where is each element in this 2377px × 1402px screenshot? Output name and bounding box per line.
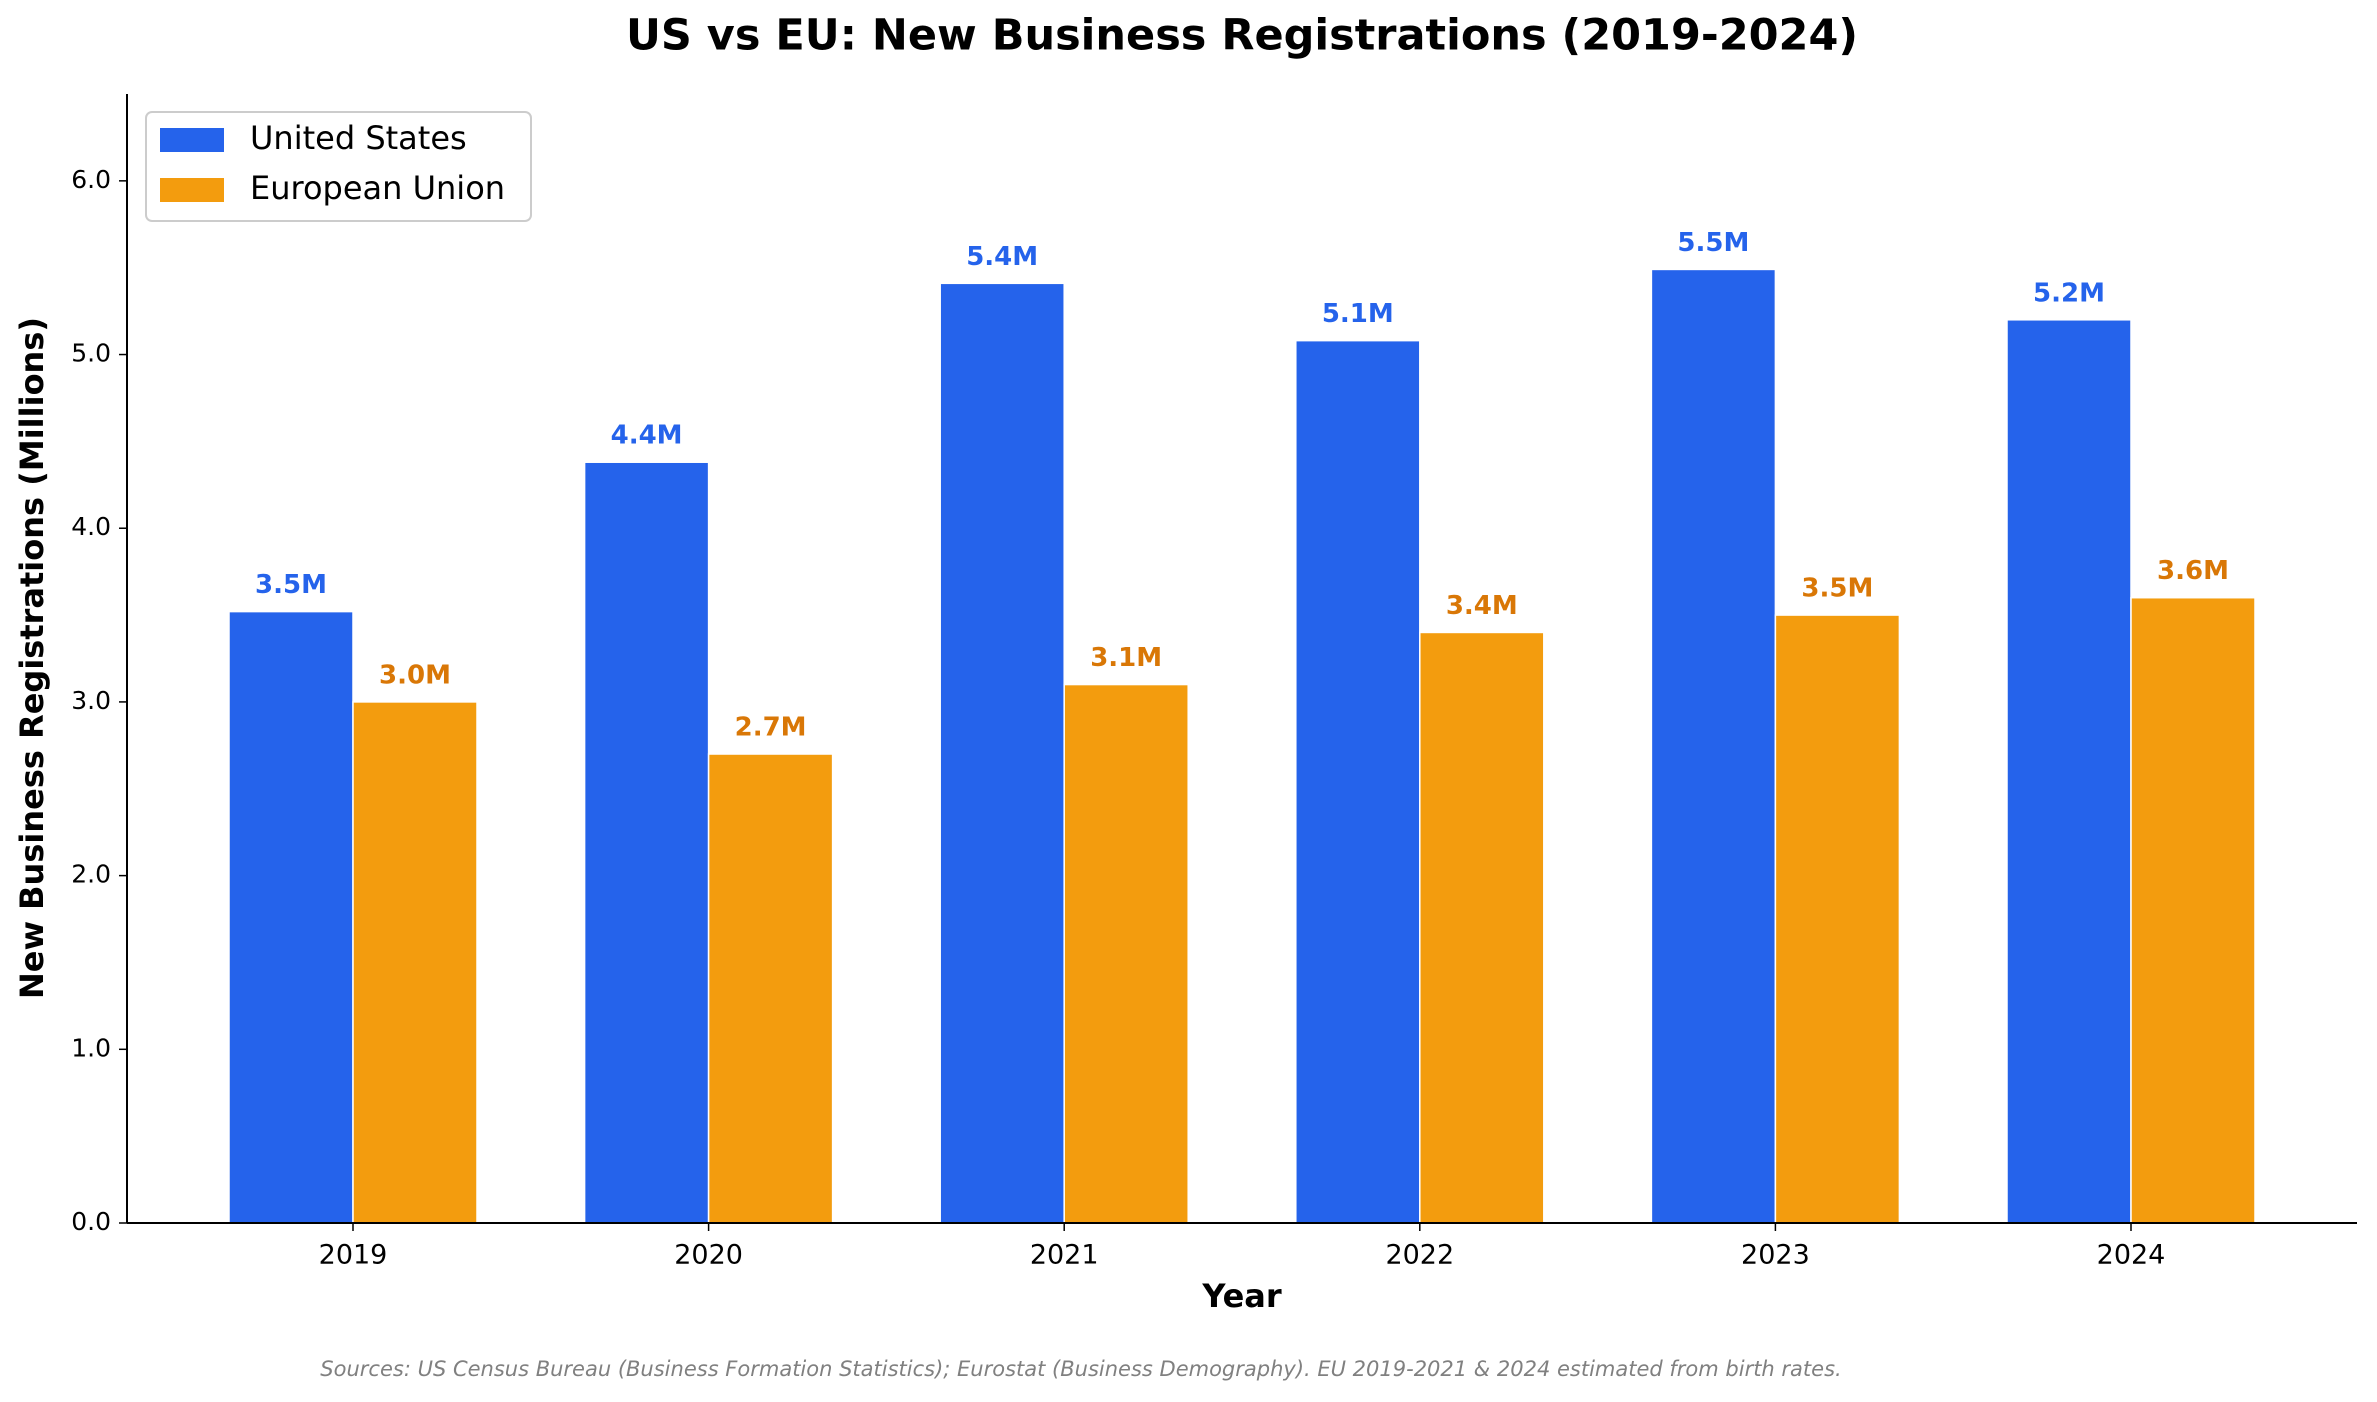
x-axis-label: Year xyxy=(1201,1277,1282,1315)
x-tick-label: 2023 xyxy=(1741,1240,1810,1271)
y-tick-label: 6.0 xyxy=(71,165,111,194)
chart-title: US vs EU: New Business Registrations (20… xyxy=(626,11,1858,61)
x-tick-label: 2022 xyxy=(1385,1240,1454,1271)
bar xyxy=(2130,596,2256,1224)
bar xyxy=(228,610,354,1224)
bar xyxy=(583,461,710,1224)
legend-swatch xyxy=(160,128,224,152)
bar xyxy=(1650,268,1777,1224)
value-label: 4.4M xyxy=(611,421,683,451)
x-tick-label: 2024 xyxy=(2097,1240,2166,1271)
value-label: 3.5M xyxy=(1801,574,1873,604)
bar xyxy=(1419,631,1545,1224)
value-label: 5.1M xyxy=(1322,299,1394,329)
value-label: 2.7M xyxy=(735,713,807,743)
value-label: 3.5M xyxy=(255,570,327,600)
bar xyxy=(939,282,1065,1224)
bar xyxy=(352,701,478,1224)
y-tick-label: 5.0 xyxy=(71,339,111,368)
y-tick-label: 1.0 xyxy=(71,1033,111,1062)
value-label: 5.5M xyxy=(1677,228,1749,258)
bar xyxy=(1295,339,1421,1224)
value-label: 3.6M xyxy=(2157,556,2229,586)
bar xyxy=(1063,683,1189,1224)
bar xyxy=(707,753,834,1224)
legend-swatch xyxy=(160,178,224,202)
legend-label: European Union xyxy=(250,169,505,207)
y-tick-label: 0.0 xyxy=(71,1207,111,1236)
bar xyxy=(1774,614,1901,1224)
value-label: 3.0M xyxy=(379,660,451,690)
legend-box xyxy=(145,111,532,222)
y-axis-label: New Business Registrations (Millions) xyxy=(13,317,51,999)
x-tick-label: 2021 xyxy=(1030,1240,1099,1271)
y-tick-label: 4.0 xyxy=(71,512,111,541)
x-tick-label: 2020 xyxy=(674,1240,743,1271)
value-label: 5.4M xyxy=(966,242,1038,272)
footnote: Sources: US Census Bureau (Business Form… xyxy=(320,1357,1841,1381)
bar xyxy=(2006,319,2132,1224)
value-label: 5.2M xyxy=(2033,278,2105,308)
y-tick-label: 3.0 xyxy=(71,686,111,715)
legend-label: United States xyxy=(250,119,467,157)
value-label: 3.4M xyxy=(1446,591,1518,621)
value-label: 3.1M xyxy=(1090,643,1162,673)
x-tick-label: 2019 xyxy=(319,1240,388,1271)
y-tick-label: 2.0 xyxy=(71,860,111,889)
